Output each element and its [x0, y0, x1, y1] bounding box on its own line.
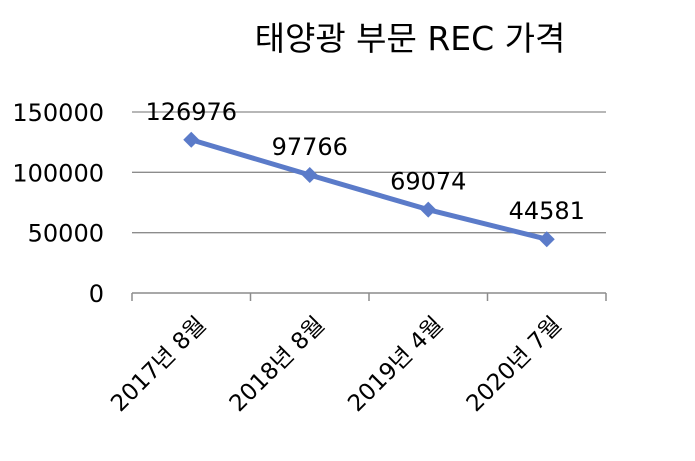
- data-label: 97766: [272, 133, 348, 161]
- data-point-marker: [538, 231, 555, 248]
- x-tick-label: 2017년 8월: [106, 312, 211, 417]
- y-tick-label: 150000: [12, 99, 104, 127]
- x-tick-label: 2019년 4월: [343, 312, 448, 417]
- x-tick-label: 2020년 7월: [462, 312, 567, 417]
- data-point-marker: [420, 201, 437, 218]
- data-point-marker: [183, 131, 200, 148]
- data-label: 69074: [390, 168, 466, 196]
- series-line: [190, 137, 548, 242]
- data-point-marker: [301, 167, 318, 184]
- chart-title: 태양광 부문 REC 가격: [254, 19, 566, 58]
- x-tick-label: 2018년 8월: [225, 312, 330, 417]
- data-label: 126976: [145, 98, 237, 126]
- y-tick-label: 50000: [28, 220, 104, 248]
- y-tick-label: 100000: [12, 159, 104, 187]
- data-label: 44581: [509, 197, 585, 225]
- y-tick-label: 0: [89, 280, 104, 308]
